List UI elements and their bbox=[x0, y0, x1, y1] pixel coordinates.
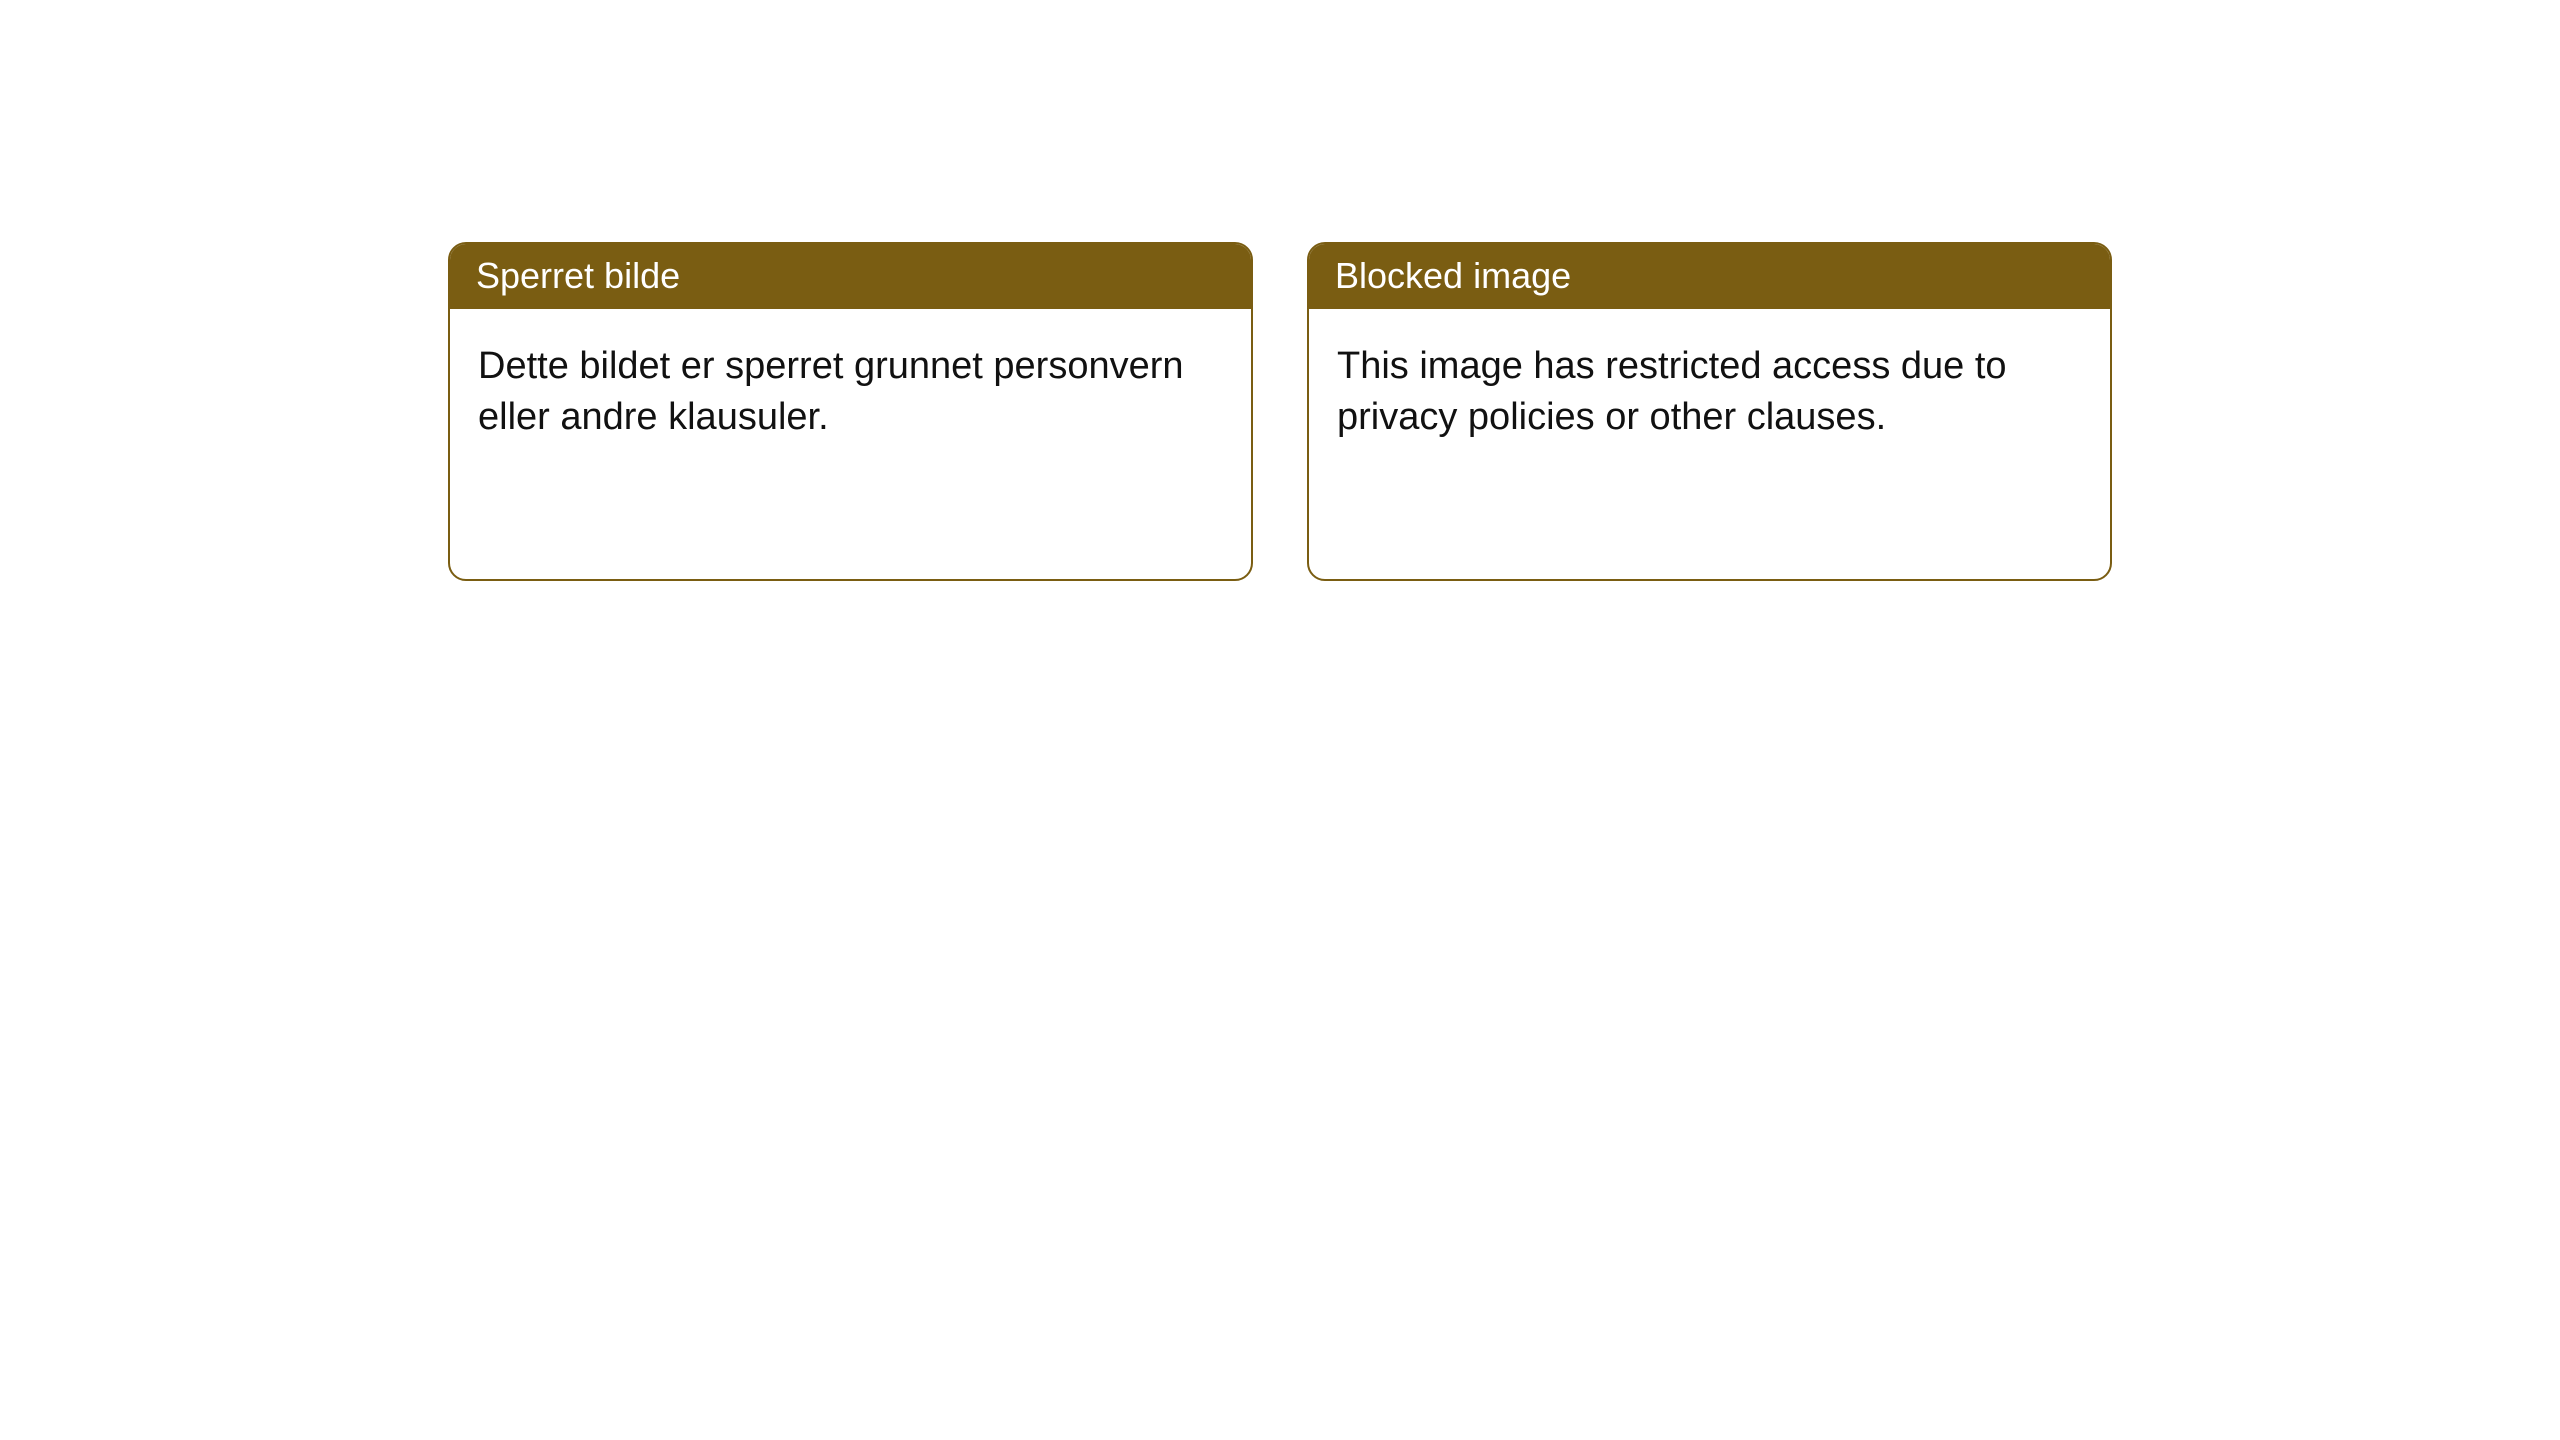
card-title: Blocked image bbox=[1335, 255, 1571, 296]
card-body: This image has restricted access due to … bbox=[1309, 309, 2110, 579]
card-title: Sperret bilde bbox=[476, 255, 680, 296]
card-body-text: This image has restricted access due to … bbox=[1337, 341, 2082, 444]
notice-container: Sperret bilde Dette bildet er sperret gr… bbox=[0, 0, 2560, 581]
notice-card-norwegian: Sperret bilde Dette bildet er sperret gr… bbox=[448, 242, 1253, 581]
card-body-text: Dette bildet er sperret grunnet personve… bbox=[478, 341, 1223, 444]
card-header: Sperret bilde bbox=[450, 244, 1251, 309]
card-header: Blocked image bbox=[1309, 244, 2110, 309]
notice-card-english: Blocked image This image has restricted … bbox=[1307, 242, 2112, 581]
card-body: Dette bildet er sperret grunnet personve… bbox=[450, 309, 1251, 579]
